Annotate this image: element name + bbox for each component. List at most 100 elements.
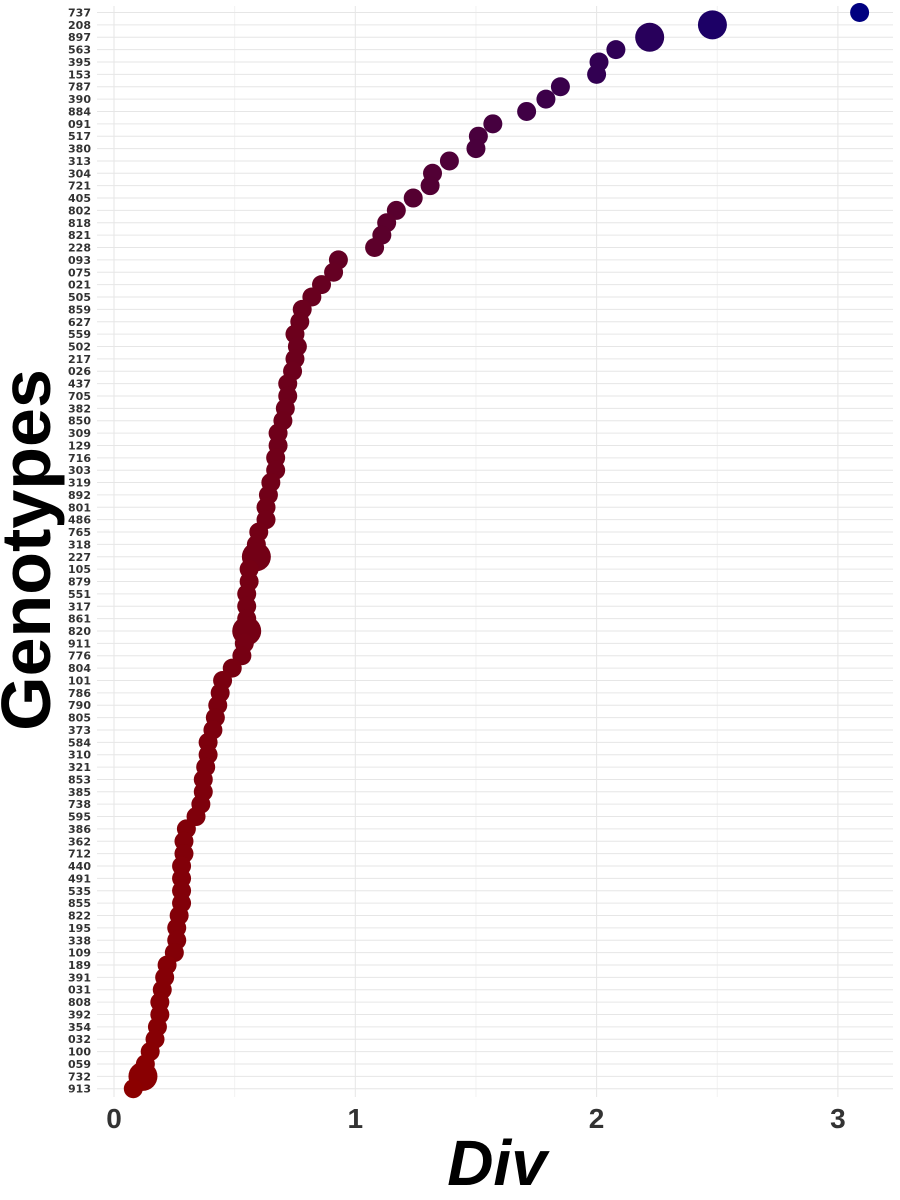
y-tick-label: 303 xyxy=(68,464,91,477)
y-tick-label: 584 xyxy=(68,736,91,749)
y-tick-label: 032 xyxy=(68,1033,91,1046)
y-tick-label: 385 xyxy=(68,786,91,799)
y-tick-label: 313 xyxy=(68,155,91,168)
y-tick-label: 776 xyxy=(68,650,91,663)
y-tick-label: 395 xyxy=(68,56,91,69)
y-tick-label: 310 xyxy=(68,749,91,762)
y-tick-label: 790 xyxy=(68,699,91,712)
data-point xyxy=(517,101,537,121)
y-tick-label: 189 xyxy=(68,959,91,972)
y-tick-label: 486 xyxy=(68,514,91,527)
y-tick-label: 850 xyxy=(68,415,91,428)
y-tick-label: 392 xyxy=(68,1008,91,1021)
y-tick-label: 765 xyxy=(68,526,91,539)
y-tick-label: 913 xyxy=(68,1083,91,1096)
y-tick-label: 786 xyxy=(68,687,91,700)
data-point xyxy=(550,77,570,97)
y-tick-label: 317 xyxy=(68,600,91,613)
y-tick-label: 855 xyxy=(68,897,91,910)
y-tick-label: 861 xyxy=(68,613,91,626)
x-axis-label: Div xyxy=(447,1127,550,1199)
data-points xyxy=(123,3,870,1099)
y-tick-label: 737 xyxy=(68,7,91,20)
y-tick-label: 879 xyxy=(68,576,91,589)
y-tick-label: 738 xyxy=(68,798,91,811)
data-point xyxy=(587,64,607,84)
y-tick-label: 373 xyxy=(68,724,91,737)
y-tick-labels: 7372088975633951537873908840915173803133… xyxy=(68,7,91,1096)
y-tick-label: 129 xyxy=(68,439,91,452)
y-tick-label: 804 xyxy=(68,662,91,675)
y-tick-label: 440 xyxy=(68,860,91,873)
y-tick-label: 227 xyxy=(68,551,91,564)
y-tick-label: 595 xyxy=(68,811,91,824)
y-tick-label: 821 xyxy=(68,229,91,242)
y-tick-label: 859 xyxy=(68,303,91,316)
y-tick-label: 100 xyxy=(68,1046,91,1059)
y-tick-label: 805 xyxy=(68,712,91,725)
y-tick-label: 405 xyxy=(68,192,91,205)
y-tick-label: 551 xyxy=(68,588,91,601)
y-tick-label: 820 xyxy=(68,625,91,638)
y-tick-label: 309 xyxy=(68,427,91,440)
y-tick-label: 228 xyxy=(68,242,91,255)
y-tick-label: 362 xyxy=(68,835,91,848)
data-point xyxy=(697,10,727,40)
data-point xyxy=(420,176,440,196)
y-tick-label: 897 xyxy=(68,31,91,44)
data-point xyxy=(123,1079,143,1099)
y-tick-label: 319 xyxy=(68,477,91,490)
y-tick-label: 787 xyxy=(68,81,91,94)
y-tick-label: 822 xyxy=(68,910,91,923)
y-tick-label: 318 xyxy=(68,538,91,551)
y-tick-label: 380 xyxy=(68,143,91,156)
y-tick-label: 627 xyxy=(68,316,91,329)
y-tick-label: 559 xyxy=(68,328,91,341)
data-point xyxy=(635,22,665,52)
data-point xyxy=(483,114,503,134)
data-point xyxy=(324,262,344,282)
grid xyxy=(97,6,893,1097)
y-tick-label: 390 xyxy=(68,93,91,106)
data-point xyxy=(365,238,385,258)
y-tick-label: 093 xyxy=(68,254,91,267)
y-tick-label: 386 xyxy=(68,823,91,836)
data-point xyxy=(403,188,423,208)
x-tick-labels: 0 1 2 3 xyxy=(106,1103,845,1134)
data-point xyxy=(439,151,459,171)
y-tick-label: 338 xyxy=(68,934,91,947)
y-tick-label: 716 xyxy=(68,452,91,465)
y-tick-label: 109 xyxy=(68,947,91,960)
y-tick-label: 075 xyxy=(68,266,91,279)
data-point xyxy=(466,139,486,159)
y-tick-label: 732 xyxy=(68,1070,91,1083)
y-tick-label: 892 xyxy=(68,489,91,502)
y-tick-label: 321 xyxy=(68,761,91,774)
y-tick-label: 705 xyxy=(68,390,91,403)
y-tick-label: 304 xyxy=(68,167,91,180)
y-tick-label: 884 xyxy=(68,105,91,118)
y-tick-label: 091 xyxy=(68,118,91,131)
y-tick-label: 911 xyxy=(68,637,91,650)
y-tick-label: 153 xyxy=(68,68,91,81)
data-point xyxy=(606,40,626,60)
y-tick-label: 382 xyxy=(68,402,91,415)
y-tick-label: 391 xyxy=(68,971,91,984)
y-tick-label: 802 xyxy=(68,204,91,217)
y-tick-label: 712 xyxy=(68,848,91,861)
y-tick-label: 801 xyxy=(68,501,91,514)
y-tick-label: 354 xyxy=(68,1021,91,1034)
y-tick-label: 491 xyxy=(68,872,91,885)
y-tick-label: 217 xyxy=(68,353,91,366)
y-tick-label: 208 xyxy=(68,19,91,32)
y-tick-label: 437 xyxy=(68,378,91,391)
y-tick-label: 721 xyxy=(68,180,91,193)
y-axis-label: Genotypes xyxy=(0,369,65,731)
y-tick-label: 853 xyxy=(68,773,91,786)
y-tick-label: 505 xyxy=(68,291,91,304)
y-tick-label: 535 xyxy=(68,885,91,898)
y-tick-label: 101 xyxy=(68,674,91,687)
y-tick-label: 021 xyxy=(68,279,91,292)
y-tick-label: 195 xyxy=(68,922,91,935)
